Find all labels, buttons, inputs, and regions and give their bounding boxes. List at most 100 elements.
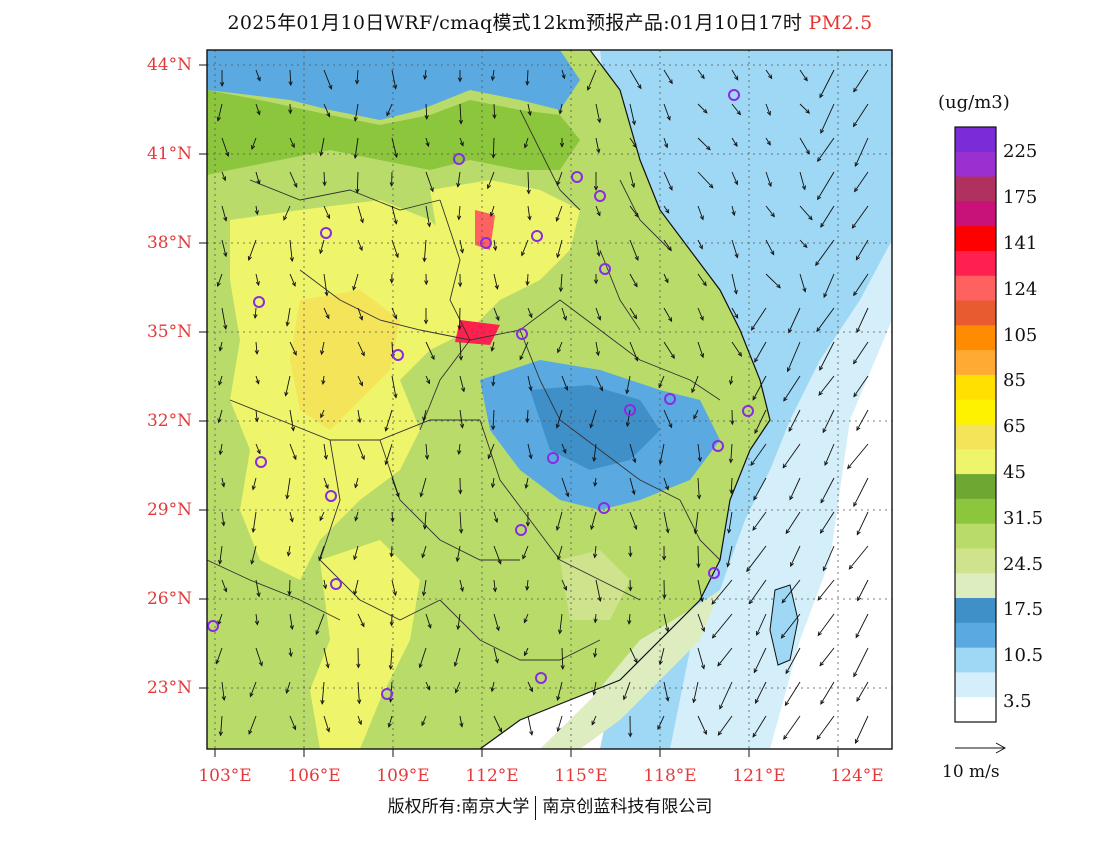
- lon-label-103: 103°E: [198, 766, 252, 786]
- wind-vector: [593, 681, 597, 695]
- wind-arrowhead: [352, 285, 357, 291]
- wind-arrowhead: [425, 142, 430, 148]
- wind-arrowhead: [393, 393, 398, 399]
- wind-vector: [590, 511, 597, 530]
- wind-vector: [289, 443, 297, 460]
- wind-arrowhead: [458, 489, 463, 495]
- lat-label-29: 29°N: [146, 500, 192, 520]
- wind-arrowhead: [855, 739, 859, 744]
- wind-arrowhead: [388, 665, 393, 671]
- wind-arrowhead: [746, 567, 751, 573]
- wind-arrowhead: [223, 587, 228, 593]
- wind-arrowhead: [754, 357, 759, 363]
- wind-vector: [755, 681, 767, 704]
- wind-arrowhead: [756, 630, 760, 636]
- wind-vector: [561, 579, 567, 591]
- wind-vector: [320, 137, 325, 156]
- wind-arrowhead: [630, 183, 636, 189]
- wind-vector: [493, 613, 500, 631]
- wind-arrowhead: [855, 255, 860, 261]
- wind-arrowhead: [823, 293, 828, 299]
- wind-vector: [697, 613, 705, 632]
- wind-vector: [527, 307, 533, 318]
- colorbar-segment: [955, 672, 996, 698]
- wind-arrowhead: [426, 379, 431, 385]
- wind-arrowhead: [389, 621, 394, 627]
- wind-vector: [790, 545, 801, 567]
- wind-arrowhead: [801, 185, 807, 191]
- wind-arrowhead: [456, 625, 461, 631]
- wind-vector: [691, 375, 699, 393]
- wind-vector: [697, 647, 705, 669]
- wind-arrowhead: [524, 483, 529, 490]
- wind-vector: [781, 613, 801, 639]
- wind-vector: [853, 375, 869, 397]
- wind-arrowhead: [555, 526, 560, 532]
- wind-vector: [731, 137, 738, 147]
- wind-vector: [750, 443, 767, 466]
- colorbar-label: 65: [1003, 416, 1026, 437]
- wind-arrowhead: [557, 348, 562, 354]
- wind-vector: [659, 443, 665, 464]
- wind-vector: [728, 511, 733, 533]
- wind-arrowhead: [634, 212, 639, 218]
- wind-arrowhead: [854, 162, 859, 168]
- wind-vector: [255, 613, 258, 625]
- wind-arrowhead: [555, 423, 560, 429]
- colorbar-segment: [955, 176, 996, 202]
- wind-arrowhead: [392, 84, 398, 90]
- wind-arrowhead: [421, 721, 426, 727]
- wind-vector: [221, 307, 227, 329]
- wind-arrowhead: [353, 154, 358, 160]
- wind-vector: [629, 205, 639, 218]
- wind-vector: [255, 103, 261, 115]
- wind-arrowhead: [556, 180, 561, 186]
- wind-arrowhead: [254, 210, 259, 216]
- colorbar-segment: [955, 399, 996, 425]
- colorbar-segment: [955, 226, 996, 252]
- wind-vector: [248, 239, 257, 261]
- city-markers: [207, 89, 754, 700]
- wind-arrowhead: [708, 183, 714, 189]
- wind-arrowhead: [254, 620, 260, 626]
- wind-arrowhead: [664, 627, 670, 633]
- wind-arrowhead: [248, 729, 253, 735]
- wind-arrowhead: [528, 454, 533, 460]
- wind-arrowhead: [490, 346, 495, 352]
- wind-vector: [423, 239, 427, 262]
- wind-arrowhead: [289, 257, 295, 263]
- wind-arrowhead: [737, 351, 742, 357]
- wind-arrowhead: [288, 109, 293, 115]
- wind-arrowhead: [734, 313, 739, 319]
- wind-arrowhead: [562, 448, 567, 454]
- wind-arrowhead: [457, 450, 462, 456]
- wind-vector: [799, 171, 806, 190]
- wind-vector: [323, 579, 327, 589]
- wind-vector: [321, 681, 325, 704]
- lat-label-38: 38°N: [146, 233, 192, 253]
- wind-arrowhead: [285, 688, 290, 694]
- wind-vector: [659, 647, 665, 665]
- wind-vector: [523, 613, 529, 623]
- wind-vector: [357, 681, 360, 704]
- wind-vector: [799, 239, 808, 248]
- wind-arrowhead: [662, 594, 667, 600]
- wind-arrowhead: [591, 720, 596, 726]
- wind-vector: [492, 477, 495, 488]
- wind-arrowhead: [358, 246, 363, 252]
- wind-vector: [697, 205, 704, 220]
- wind-vector: [663, 409, 673, 428]
- wind-arrowhead: [293, 182, 298, 188]
- wind-arrowhead: [218, 380, 223, 386]
- wind-arrowhead: [221, 482, 226, 488]
- wind-vector: [221, 681, 225, 701]
- wind-arrowhead: [783, 396, 788, 402]
- wind-arrowhead: [789, 495, 794, 501]
- wind-vector: [856, 681, 869, 702]
- wind-vector: [493, 579, 496, 592]
- wind-vector: [697, 545, 700, 568]
- wind-arrowhead: [384, 426, 389, 432]
- wind-vector: [629, 477, 635, 495]
- wind-arrowhead: [320, 350, 325, 356]
